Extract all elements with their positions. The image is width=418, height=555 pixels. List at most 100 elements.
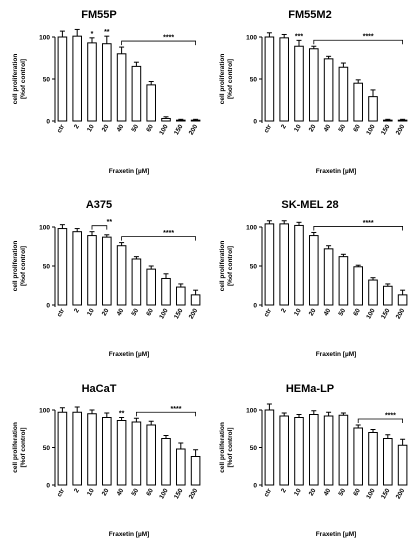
bar [264,409,275,486]
y-tick-label: 50 [43,445,51,452]
significance-bracket [313,226,403,231]
chart-title: FM55M2 [288,9,331,21]
y-axis-label-line: cell proliferation [219,54,226,105]
chart-title: FM55P [81,9,116,21]
bar [397,294,408,306]
x-tick-label: ctr [56,307,66,318]
bar [146,268,156,306]
x-tick-label: 50 [337,123,347,133]
x-tick-label: ctr [56,123,66,134]
bar [102,417,112,486]
bar [294,224,304,306]
y-tick-label: 50 [43,263,51,270]
y-axis-label-line: cell proliferation [12,54,19,105]
x-tick-label: 40 [116,487,126,497]
x-tick-label: 10 [293,487,303,497]
x-tick-label: 100 [365,123,377,136]
x-tick-label: 20 [101,307,111,317]
x-tick-label: 60 [352,487,362,497]
bar [323,415,334,486]
x-tick-label: 60 [145,487,155,497]
bar [279,415,289,486]
chart-title: A375 [86,199,112,211]
bar [309,414,319,486]
bar [131,421,142,486]
x-tick-label: 100 [158,123,170,136]
bar [338,66,349,122]
significance-bracket-label: **** [385,413,396,420]
x-tick-label: 20 [101,487,111,497]
y-tick-label: 0 [46,302,50,309]
x-tick-label: 10 [86,123,96,133]
x-tick-label: 150 [173,307,185,320]
y-tick-label: 0 [46,118,50,125]
panel-fm55m2: FM55M2 cell proliferation[%of control] 0 50… [219,9,408,175]
y-tick-label: 0 [253,118,257,125]
y-axis-label-line: [%of control] [20,427,27,467]
y-tick-label: 50 [43,76,51,83]
x-tick-label: 2 [73,123,81,130]
y-tick-label: 0 [46,482,50,489]
bar [87,42,97,122]
significance-bracket-label: **** [363,34,374,41]
panel-hema-lp: HEMa-LP cell proliferation[%of control] 0 5… [219,383,408,538]
bar [323,248,334,306]
y-axis-label: cell proliferation[%of control] [219,54,234,105]
significance-bracket [357,418,403,423]
bar [131,258,142,306]
x-tick-label: 200 [395,307,407,320]
bar [57,36,68,122]
bar [190,119,201,122]
y-axis-label-line: cell proliferation [219,422,226,473]
significance-marker: *** [295,33,303,40]
bar [353,427,363,486]
bar [338,256,349,306]
bar [397,444,408,486]
x-tick-label: 50 [337,487,347,497]
x-tick-label: 200 [188,123,200,136]
x-tick-label: 150 [173,487,185,500]
significance-bracket [136,411,196,417]
x-tick-label: 60 [145,307,155,317]
bar [176,119,186,122]
bar [397,119,408,122]
bar [176,448,186,486]
bar [57,228,68,306]
bar [383,285,393,306]
x-tick-label: 60 [145,123,155,133]
y-axis-label-line: [%of control] [227,427,234,467]
panel-sk-mel-28: SK-MEL 28 cell proliferation[%of control]… [219,199,408,358]
bar [116,245,127,306]
significance-bracket [313,39,403,45]
significance-bracket [121,40,196,46]
significance-marker: * [91,31,94,38]
bar [309,48,319,122]
x-tick-label: 150 [380,307,392,320]
y-axis-label-line: cell proliferation [12,241,19,292]
x-tick-label: 40 [323,123,333,133]
significance-bracket-label: **** [171,406,182,413]
panel-a375: A375 cell proliferation[%of control] 0 50 10… [12,199,201,358]
x-tick-label: 200 [395,123,407,136]
bar [294,45,304,122]
x-tick-label: 50 [130,487,140,497]
bar [279,37,289,122]
y-axis-label-line: [%of control] [20,246,27,286]
bar [323,58,334,122]
x-tick-label: 50 [130,307,140,317]
x-tick-label: 40 [116,123,126,133]
x-tick-label: 20 [308,487,318,497]
y-axis-label: cell proliferation[%of control] [219,422,234,473]
bar [161,277,171,306]
x-tick-label: ctr [263,487,273,498]
significance-bracket-label: **** [363,220,374,227]
significance-bracket-label: ** [107,219,113,226]
y-tick-label: 100 [246,407,257,414]
x-axis-label: Fraxetin [µM] [316,168,357,175]
significance-marker: ** [104,29,110,36]
bar [190,294,201,306]
x-axis-label: Fraxetin [µM] [109,531,150,538]
x-tick-label: 60 [352,123,362,133]
x-tick-label: 20 [101,123,111,133]
x-tick-label: 60 [352,307,362,317]
